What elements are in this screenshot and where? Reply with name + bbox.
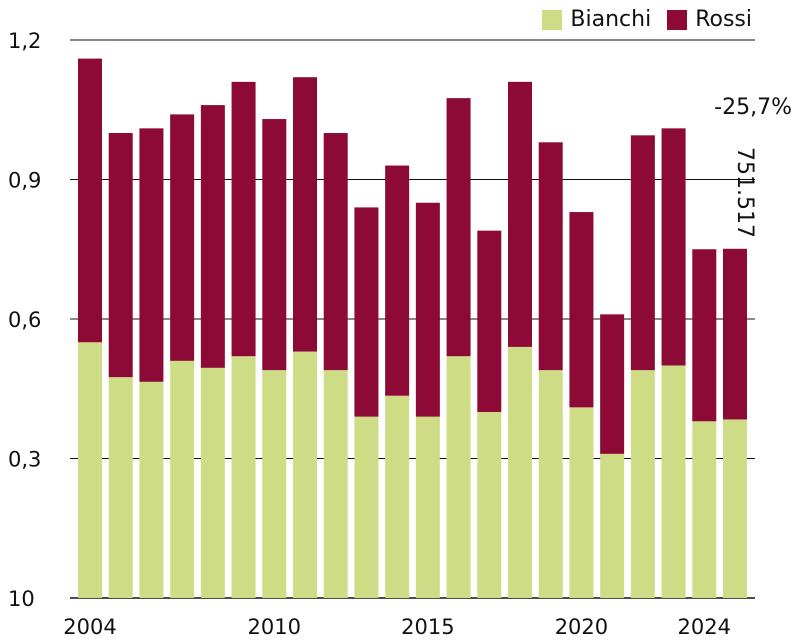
- bar-rossi: [385, 165, 410, 396]
- bar-rossi: [323, 133, 348, 371]
- bar-rossi: [262, 119, 287, 371]
- y-axis: 10 0,3 0,6 0,9 1,2: [8, 29, 41, 611]
- bar-bianchi: [293, 351, 317, 598]
- bar-bianchi: [200, 367, 225, 598]
- legend-item-bianchi: Bianchi: [542, 7, 651, 32]
- bar-rossi: [508, 81, 532, 347]
- bar-bianchi: [323, 370, 348, 598]
- bar-bianchi: [630, 370, 655, 598]
- bar-rossi: [78, 58, 102, 343]
- bar-rossi: [661, 128, 686, 366]
- bar-bianchi: [139, 381, 164, 598]
- bar-rossi: [723, 248, 747, 420]
- y-tick-label: 1,2: [8, 29, 41, 53]
- legend-label-rossi: Rossi: [695, 7, 752, 32]
- y-tick-label: 0,6: [8, 308, 41, 332]
- bar-bianchi: [661, 365, 686, 598]
- bar-bianchi: [723, 419, 747, 598]
- bar-rossi: [600, 314, 625, 454]
- bar-rossi: [446, 98, 471, 357]
- bar-value-label: 751.517: [732, 147, 757, 238]
- bar-series: [78, 58, 747, 598]
- bar-bianchi: [231, 356, 256, 598]
- bar-bianchi: [385, 395, 410, 598]
- y-tick-label: 0,3: [8, 448, 41, 472]
- bar-rossi: [569, 212, 594, 408]
- legend-swatch-bianchi: [542, 9, 563, 30]
- x-tick-label: 2004: [63, 615, 116, 639]
- x-tick-label: 2020: [555, 615, 608, 639]
- bar-bianchi: [415, 416, 440, 598]
- bar-rossi: [354, 207, 379, 417]
- bar-rossi: [231, 81, 256, 357]
- bar-rossi: [170, 114, 195, 361]
- bar-bianchi: [569, 407, 594, 598]
- bar-rossi: [293, 77, 317, 352]
- bar-rossi: [415, 202, 440, 417]
- legend: Bianchi Rossi: [536, 7, 752, 32]
- bar-bianchi: [354, 416, 379, 598]
- bar-rossi: [477, 230, 502, 412]
- change-annotation: -25,7%: [714, 95, 792, 120]
- bar-bianchi: [262, 370, 287, 598]
- bar-rossi: [538, 142, 563, 371]
- bar-bianchi: [477, 412, 502, 598]
- bar-bianchi: [600, 453, 625, 598]
- bar-rossi: [630, 135, 655, 371]
- legend-label-bianchi: Bianchi: [570, 7, 652, 32]
- y-tick-label: 0,9: [8, 169, 41, 193]
- bar-bianchi: [78, 342, 102, 598]
- x-tick-label: 2024: [678, 615, 731, 639]
- x-axis: 2004 2010 2015 2020 2024: [63, 615, 731, 639]
- bar-bianchi: [108, 377, 133, 598]
- x-tick-label: 2015: [401, 615, 454, 639]
- bar-rossi: [139, 128, 164, 382]
- bar-bianchi: [446, 356, 471, 598]
- bar-bianchi: [692, 421, 717, 598]
- legend-item-rossi: Rossi: [667, 7, 752, 32]
- bar-bianchi: [538, 370, 563, 598]
- bar-bianchi: [508, 346, 532, 598]
- y-tick-label: 10: [8, 587, 35, 611]
- x-tick-label: 2010: [248, 615, 301, 639]
- bar-rossi: [108, 133, 133, 378]
- bar-bianchi: [170, 360, 195, 598]
- bar-rossi: [200, 105, 225, 368]
- legend-swatch-rossi: [667, 9, 688, 30]
- bar-rossi: [692, 249, 717, 422]
